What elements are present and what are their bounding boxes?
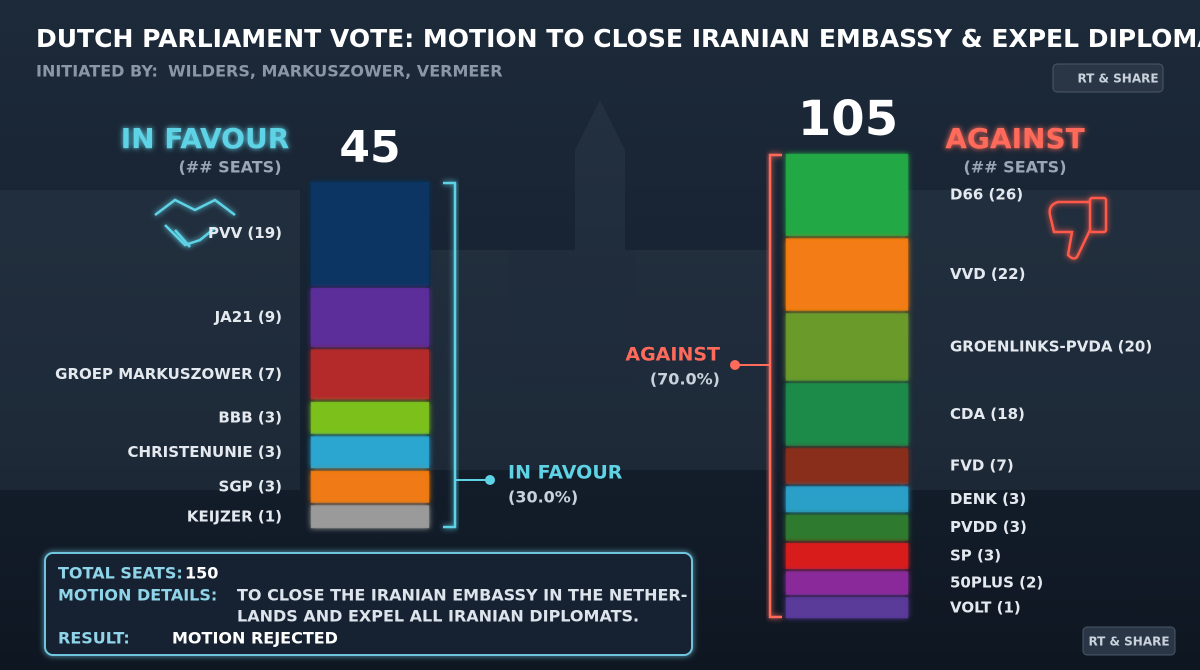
summary-value: 150 [185, 564, 218, 583]
segment-label: 50PLUS (2) [950, 574, 1043, 592]
segment-label: CDA (18) [950, 405, 1025, 423]
side-total: 45 [339, 122, 400, 173]
bracket-dot [485, 475, 495, 485]
bar-segment [785, 514, 909, 541]
bar-segment [310, 401, 430, 434]
bracket-dot [730, 360, 740, 370]
bar-segment [310, 436, 430, 469]
bar-segment [310, 349, 430, 400]
bracket-share: (70.0%) [650, 370, 720, 389]
share-label: RT & SHARE [1077, 72, 1158, 86]
share-button[interactable]: RT & SHARE [1082, 626, 1176, 656]
handshake-icon [154, 198, 236, 248]
segment-label: DENK (3) [950, 490, 1026, 508]
bar-segment [310, 505, 430, 529]
subtitle: WILDERS, MARKUSZOWER, VERMEER [168, 62, 503, 81]
bracket-label: IN FAVOUR [508, 462, 623, 484]
title: DUTCH PARLIAMENT VOTE: MOTION TO CLOSE I… [36, 24, 1200, 53]
summary-box: TOTAL SEATS: 150 MOTION DETAILS: TO CLOS… [44, 552, 693, 656]
building-silhouette [0, 100, 1200, 490]
bar-segment [785, 153, 909, 236]
bar-segment [785, 313, 909, 381]
summary-text: TO CLOSE THE IRANIAN EMBASSY IN THE NETH… [237, 586, 687, 605]
segment-label: VOLT (1) [950, 598, 1021, 616]
side-subheading: (## SEATS) [963, 158, 1066, 177]
bracket-label: AGAINST [625, 344, 720, 366]
segment-label: SGP (3) [219, 477, 282, 495]
bar-segment [785, 543, 909, 569]
segment-label: FVD (7) [950, 457, 1014, 475]
subtitle-label: INITIATED BY: [36, 62, 158, 81]
segment-label: GROEP MARKUSZOWER (7) [55, 365, 282, 383]
summary-label: MOTION DETAILS: [58, 586, 217, 605]
share-label: RT & SHARE [1088, 635, 1169, 649]
bar-segment [785, 383, 909, 446]
segment-label: JA21 (9) [214, 308, 282, 326]
thumbs-down-icon [1048, 196, 1108, 260]
side-total: 105 [798, 91, 898, 147]
segment-label: CHRISTENUNIE (3) [128, 443, 282, 461]
segment-label: PVV (19) [208, 224, 282, 242]
segment-label: BBB (3) [218, 408, 282, 426]
bracket [443, 181, 457, 529]
segment-label: SP (3) [950, 546, 1001, 564]
bar-segment [785, 597, 909, 619]
bar-segment [785, 448, 909, 484]
segment-label: KEIJZER (1) [187, 507, 282, 525]
share-button[interactable]: RT & SHARE [1052, 63, 1164, 93]
segment-label: VVD (22) [950, 265, 1025, 283]
summary-value: MOTION REJECTED [172, 629, 338, 648]
bracket [768, 153, 782, 619]
side-heading: AGAINST [945, 122, 1084, 155]
side-heading: IN FAVOUR [121, 122, 290, 155]
bar-segment [310, 181, 430, 286]
bar-segment [310, 470, 430, 503]
bar-segment [785, 571, 909, 595]
bar-segment [785, 486, 909, 513]
segment-label: GROENLINKS-PVDA (20) [950, 337, 1152, 355]
bar-segment [310, 288, 430, 347]
summary-label: TOTAL SEATS: [58, 564, 183, 583]
segment-label: PVDD (3) [950, 518, 1027, 536]
segment-label: D66 (26) [950, 185, 1023, 203]
side-subheading: (## SEATS) [178, 158, 281, 177]
summary-label: RESULT: [58, 629, 130, 648]
summary-text: LANDS AND EXPEL ALL IRANIAN DIPLOMATS. [237, 607, 639, 626]
bar-segment [785, 238, 909, 311]
bracket-share: (30.0%) [508, 488, 578, 507]
